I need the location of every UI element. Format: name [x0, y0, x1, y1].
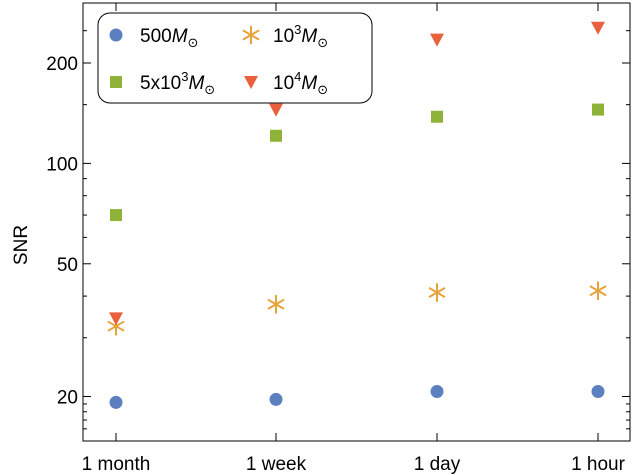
y-axis-label: SNR: [11, 225, 32, 265]
legend-marker-square: [110, 76, 122, 88]
legend-label: 103M⊙: [273, 22, 328, 50]
legend-label: 500M⊙: [140, 26, 198, 50]
data-point-circle: [269, 392, 283, 406]
data-point-triangle-down: [430, 33, 444, 47]
data-point-triangle-down: [591, 21, 605, 35]
x-tick-label: 1 week: [246, 454, 307, 475]
data-point-square: [592, 103, 604, 116]
data-point-star: [267, 294, 285, 314]
legend-label: 5x103M⊙: [140, 69, 215, 97]
legend-label: 104M⊙: [273, 69, 328, 97]
data-point-circle: [430, 385, 444, 399]
legend-marker-circle: [109, 28, 123, 42]
legend-marker-star: [242, 25, 260, 45]
data-point-triangle-down: [109, 312, 123, 326]
data-point-circle: [109, 395, 123, 409]
x-tick-label: 1 day: [414, 454, 461, 475]
data-point-triangle-down: [269, 103, 283, 117]
y-tick-label: 200: [46, 54, 78, 75]
data-point-circle: [591, 385, 605, 399]
plot-frame: [82, 2, 631, 442]
y-tick-label: 100: [46, 154, 78, 175]
data-point-star: [428, 283, 446, 303]
x-tick-label: 1 month: [82, 454, 151, 475]
x-tick-label: 1 hour: [571, 454, 626, 475]
data-point-star: [589, 281, 607, 301]
data-point-square: [431, 110, 443, 123]
y-tick-label: 20: [57, 388, 78, 409]
data-point-square: [110, 209, 122, 222]
legend-box: [97, 12, 373, 104]
legend-marker-triangle-down: [244, 76, 258, 89]
y-tick-label: 50: [57, 255, 78, 276]
data-point-square: [270, 129, 282, 142]
